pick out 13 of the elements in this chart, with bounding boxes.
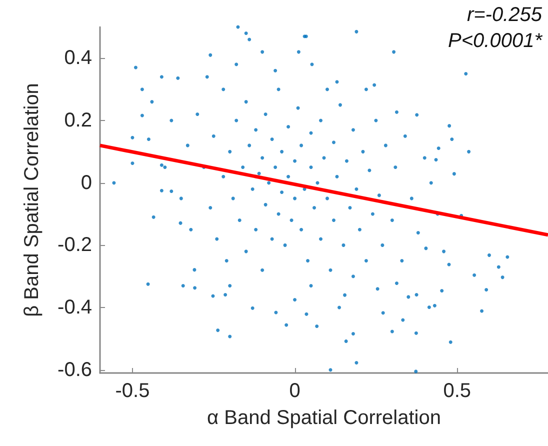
- annotation: P<0.0001*: [448, 29, 542, 54]
- y-tick-label: -0.6: [58, 358, 92, 381]
- x-axis-title: α Band Spatial Correlation: [207, 407, 441, 429]
- y-tick-label: 0.2: [64, 110, 92, 132]
- y-tick-label: 0: [80, 172, 92, 194]
- y-tick-label: -0.4: [58, 296, 92, 319]
- y-axis-title: β Band Spatial Correlation: [21, 83, 43, 317]
- x-tick-label: 0.5: [443, 380, 472, 402]
- text: r=-0.255: [466, 3, 542, 28]
- y-tick-label: -0.2: [58, 234, 92, 256]
- x-tick-label: -0.5: [115, 380, 150, 402]
- x-tick-label: 0: [289, 380, 300, 402]
- y-tick-label: 0.4: [64, 47, 92, 70]
